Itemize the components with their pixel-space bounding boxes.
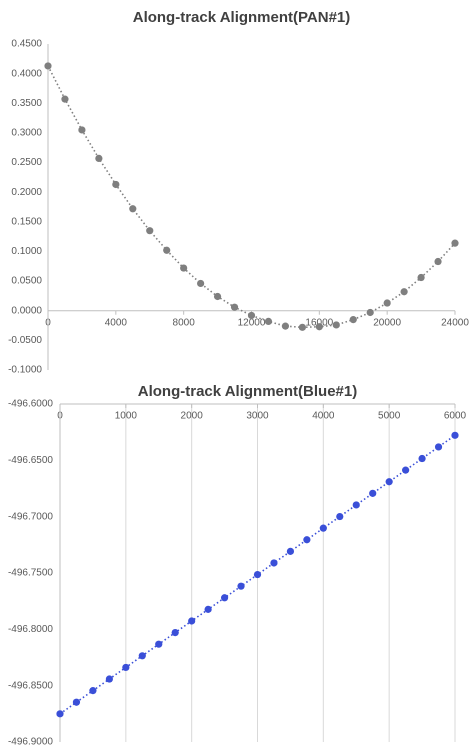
y-tick-label: -496.6500: [8, 455, 53, 466]
data-point: [78, 126, 86, 134]
data-point: [180, 264, 188, 272]
y-tick-label: -0.0500: [8, 335, 42, 346]
y-tick-label: 0.1500: [11, 216, 42, 227]
data-point: [332, 321, 340, 329]
y-tick-label: 0.3500: [11, 98, 42, 109]
data-point: [434, 257, 442, 266]
data-point: [451, 431, 459, 439]
data-point: [95, 154, 103, 162]
data-point: [298, 323, 306, 331]
data-point: [349, 316, 357, 324]
data-point: [163, 246, 171, 254]
x-tick-label: 4000: [312, 411, 335, 422]
x-tick-label: 24000: [441, 317, 469, 328]
data-point: [56, 710, 64, 718]
x-tick-label: 6000: [444, 411, 467, 422]
data-point: [434, 443, 443, 451]
y-tick-label: 0.4500: [11, 39, 42, 50]
data-point: [197, 279, 205, 288]
data-point: [352, 501, 360, 509]
data-point: [402, 466, 410, 474]
y-tick-label: 0.2500: [11, 157, 42, 168]
data-point: [383, 299, 391, 307]
data-point: [188, 617, 196, 625]
data-point: [270, 559, 278, 567]
x-tick-label: 16000: [305, 317, 333, 328]
x-tick-label: 5000: [378, 411, 401, 422]
data-point: [417, 273, 425, 282]
data-point: [303, 536, 311, 544]
data-point: [247, 311, 256, 320]
y-tick-label: 0.4000: [11, 68, 42, 79]
data-point: [220, 594, 229, 602]
data-point: [319, 524, 327, 532]
y-tick-label: 0.3000: [11, 128, 42, 139]
series-line: [47, 65, 456, 329]
data-point: [336, 512, 344, 521]
y-tick-label: -496.6000: [8, 399, 53, 410]
x-tick-label: 20000: [373, 317, 401, 328]
x-tick-label: 1000: [115, 411, 138, 422]
data-point: [122, 663, 130, 672]
data-point: [366, 308, 374, 317]
data-point: [44, 62, 52, 70]
data-point: [105, 675, 113, 683]
data-point: [369, 489, 377, 497]
data-point: [281, 322, 290, 330]
data-point: [204, 605, 212, 613]
data-point: [213, 292, 222, 301]
y-tick-label: -496.7000: [8, 511, 53, 522]
x-tick-label: 12000: [238, 317, 266, 328]
y-tick-label: 0.0500: [11, 276, 42, 287]
y-tick-label: 0.1000: [11, 246, 42, 257]
y-tick-label: 0.2000: [11, 187, 42, 198]
y-tick-label: 0.0000: [11, 305, 42, 316]
data-point: [315, 323, 323, 331]
x-tick-label: 2000: [181, 411, 204, 422]
data-point: [171, 629, 179, 637]
data-point: [89, 687, 97, 695]
x-tick-label: 3000: [246, 411, 269, 422]
y-tick-label: -496.8000: [8, 624, 53, 635]
y-tick-label: -496.7500: [8, 568, 53, 579]
data-point: [112, 180, 120, 189]
y-tick-label: -496.9000: [8, 737, 53, 748]
data-point: [385, 478, 393, 486]
data-point: [237, 582, 245, 590]
y-tick-label: -496.8500: [8, 680, 53, 691]
chart-title: Along-track Alignment(PAN#1): [133, 9, 351, 26]
data-point: [72, 698, 81, 706]
data-point: [253, 570, 262, 579]
y-tick-label: -0.1000: [8, 365, 42, 376]
data-point: [451, 239, 459, 247]
data-point: [146, 227, 154, 235]
data-point: [129, 205, 137, 213]
data-point: [286, 547, 295, 555]
data-point: [61, 95, 69, 103]
chart-title: Along-track Alignment(Blue#1): [138, 383, 357, 400]
x-tick-label: 8000: [173, 317, 196, 328]
data-point: [400, 288, 408, 296]
data-point: [230, 303, 239, 311]
data-point: [155, 640, 163, 648]
data-point: [138, 652, 146, 660]
data-point: [264, 317, 273, 325]
x-tick-label: 4000: [105, 317, 128, 328]
data-point: [418, 454, 426, 463]
